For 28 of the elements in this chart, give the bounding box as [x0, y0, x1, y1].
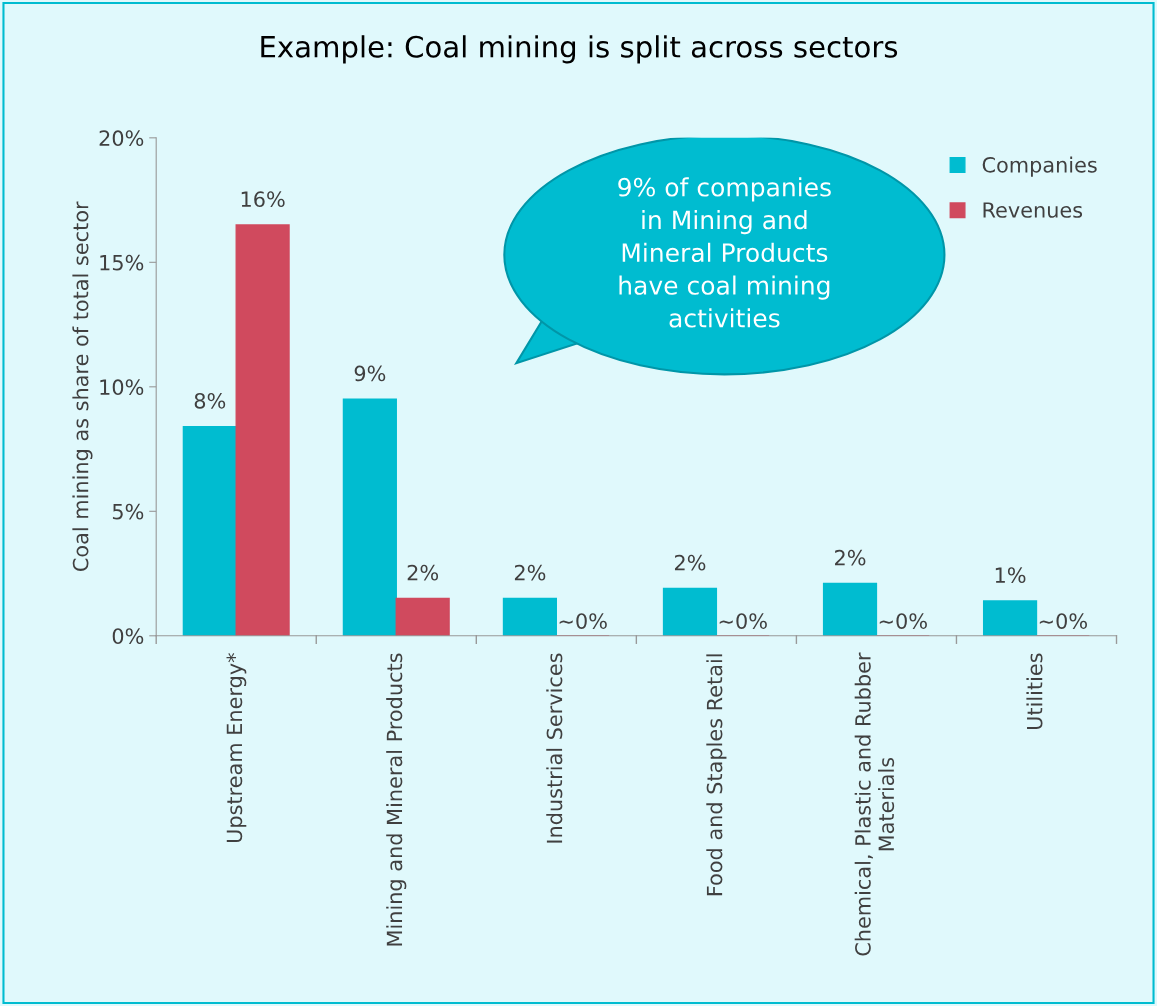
- legend-label: Revenues: [983, 202, 1083, 218]
- data-label: ~0%: [879, 613, 927, 629]
- x-tick-label: Utilities: [1026, 653, 1043, 730]
- data-label: 16%: [241, 191, 285, 208]
- data-label: ~0%: [1039, 613, 1087, 629]
- x-tick-label: Food and Staples Retail: [706, 654, 727, 896]
- data-label: 2%: [514, 564, 546, 581]
- y-axis-title: Coal mining as share of total sector: [72, 201, 93, 572]
- data-label: ~0%: [559, 613, 607, 629]
- x-tick-label: Mining and Mineral Products: [386, 653, 407, 946]
- legend-label: Companies: [982, 156, 1097, 177]
- chart-title: Example: Coal mining is split across sectors: [261, 35, 898, 64]
- y-tick-label: 15%: [100, 254, 144, 271]
- data-label: 9%: [354, 365, 386, 382]
- y-tick-label: 0%: [112, 628, 144, 644]
- annotation: 9% of companies in Mining and Mineral Products have coal mining activities: [618, 177, 831, 328]
- data-label: 8%: [194, 392, 226, 409]
- data-label: 2%: [674, 554, 706, 571]
- y-tick-label: 20%: [99, 130, 144, 147]
- x-tick-label: Upstream Energy*: [226, 653, 247, 843]
- x-tick-label: Chemical, Plastic and Rubber Materials: [854, 652, 895, 956]
- data-label: 2%: [407, 564, 439, 581]
- data-label: ~0%: [719, 613, 767, 629]
- y-tick-label: 10%: [100, 379, 144, 396]
- x-tick-label: Industrial Services: [546, 653, 563, 843]
- y-tick-label: 5%: [112, 503, 144, 520]
- data-label: 1%: [995, 567, 1026, 584]
- data-label: 2%: [835, 549, 866, 566]
